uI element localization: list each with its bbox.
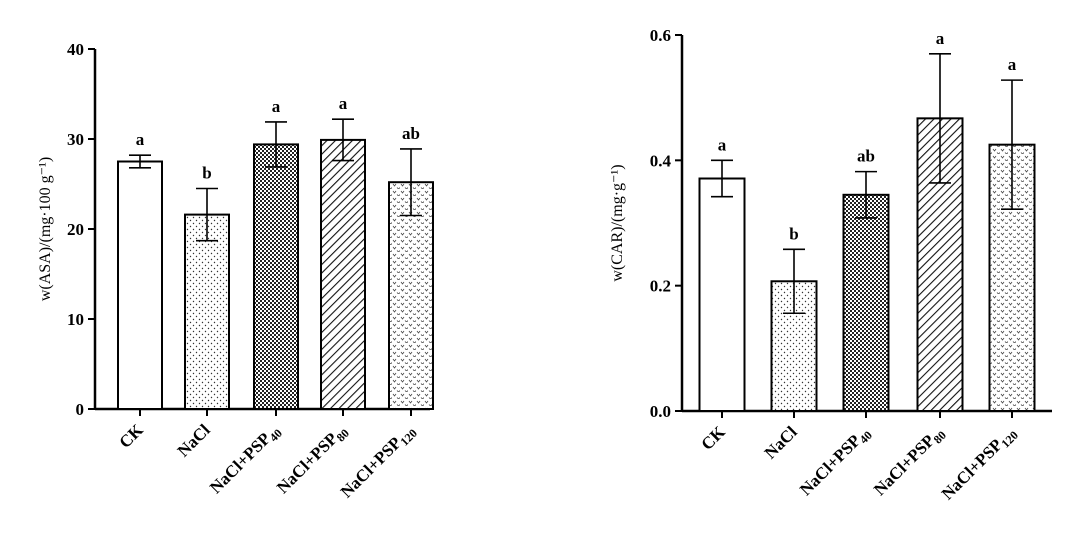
- category-label: NaCl+PSP40: [206, 420, 285, 499]
- significance-label: b: [789, 224, 798, 243]
- significance-label: a: [718, 135, 727, 154]
- y-tick-label: 10: [67, 310, 84, 329]
- bar: [184, 213, 230, 410]
- asa-chart: w(ASA)/(mg·100 g⁻¹) 0 10 20 30 40 a CK b NaCl a NaC…: [37, 40, 434, 503]
- car-chart: w(CAR)/(mg·g⁻¹) 0.0 0.2 0.4 0.6 a CK b NaCl ab NaC…: [609, 26, 1052, 505]
- bar: [117, 160, 163, 410]
- category-label: NaCl+PSP40: [796, 422, 875, 501]
- y-tick-label: 0.2: [650, 277, 671, 296]
- significance-label: b: [202, 164, 211, 183]
- category-label: CK: [115, 420, 147, 452]
- bar: [320, 138, 366, 410]
- y-axis-title: w(ASA)/(mg·100 g⁻¹): [37, 157, 54, 301]
- y-tick-label: 0.0: [650, 402, 671, 421]
- significance-label: a: [339, 94, 348, 113]
- significance-label: a: [936, 29, 945, 48]
- category-label: NaCl: [761, 422, 801, 462]
- category-label: CK: [697, 422, 729, 454]
- y-tick-label: 30: [67, 130, 84, 149]
- significance-label: a: [272, 97, 281, 116]
- significance-label: ab: [402, 124, 420, 143]
- category-label: NaCl: [174, 420, 214, 460]
- y-tick-label: 20: [67, 220, 84, 239]
- significance-label: a: [1008, 55, 1017, 74]
- category-label: NaCl+PSP120: [337, 420, 420, 503]
- y-tick-label: 0.6: [650, 26, 671, 45]
- significance-label: ab: [857, 147, 875, 166]
- significance-label: a: [136, 130, 145, 149]
- bar: [253, 143, 299, 410]
- y-tick-label: 40: [67, 40, 84, 59]
- bar: [388, 181, 434, 410]
- bar: [698, 177, 746, 412]
- category-label: NaCl+PSP120: [938, 422, 1021, 505]
- y-tick-label: 0.4: [650, 151, 672, 170]
- bar: [842, 193, 890, 412]
- y-tick-label: 0: [76, 400, 85, 419]
- y-axis-title: w(CAR)/(mg·g⁻¹): [609, 164, 626, 281]
